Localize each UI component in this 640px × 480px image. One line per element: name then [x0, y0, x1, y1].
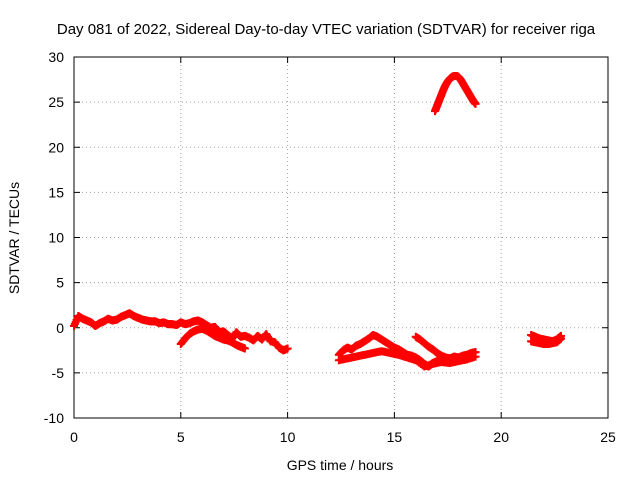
y-tick-label: -10: [44, 410, 64, 426]
data-point-marker: [471, 352, 480, 361]
x-tick-label: 25: [600, 429, 616, 445]
grid-layer: [74, 57, 608, 418]
x-tick-label: 0: [70, 429, 78, 445]
series-segment-3-arc: [430, 71, 480, 116]
x-axis-label: GPS time / hours: [287, 457, 394, 473]
series-segment-1-lower-branch: [176, 324, 249, 353]
chart-title: Day 081 of 2022, Sidereal Day-to-day VTE…: [57, 21, 596, 38]
data-point-marker: [557, 334, 566, 343]
y-tick-label: 5: [56, 275, 64, 291]
y-tick-label: 25: [48, 94, 64, 110]
data-layer: [70, 71, 566, 371]
x-tick-label: 15: [387, 429, 403, 445]
data-point-marker: [467, 349, 476, 358]
data-point-marker: [471, 99, 480, 108]
data-point-marker: [283, 344, 292, 353]
y-tick-label: 30: [48, 49, 64, 65]
series-segment-2-upper-branch: [411, 332, 476, 365]
data-point-marker: [240, 344, 249, 353]
x-tick-label: 20: [493, 429, 509, 445]
y-tick-label: -5: [52, 365, 65, 381]
tick-layer: 0 5 10 15 20 25 -10 -5 0 5 10 15 20 25 30: [44, 49, 616, 445]
x-tick-label: 5: [177, 429, 185, 445]
y-tick-label: 20: [48, 139, 64, 155]
y-tick-label: 10: [48, 230, 64, 246]
y-axis-label: SDTVAR / TECUs: [6, 182, 22, 294]
y-tick-label: 15: [48, 184, 64, 200]
series-segment-4-lower-branch: [527, 334, 566, 348]
y-tick-label: 0: [56, 320, 64, 336]
x-tick-label: 10: [280, 429, 296, 445]
